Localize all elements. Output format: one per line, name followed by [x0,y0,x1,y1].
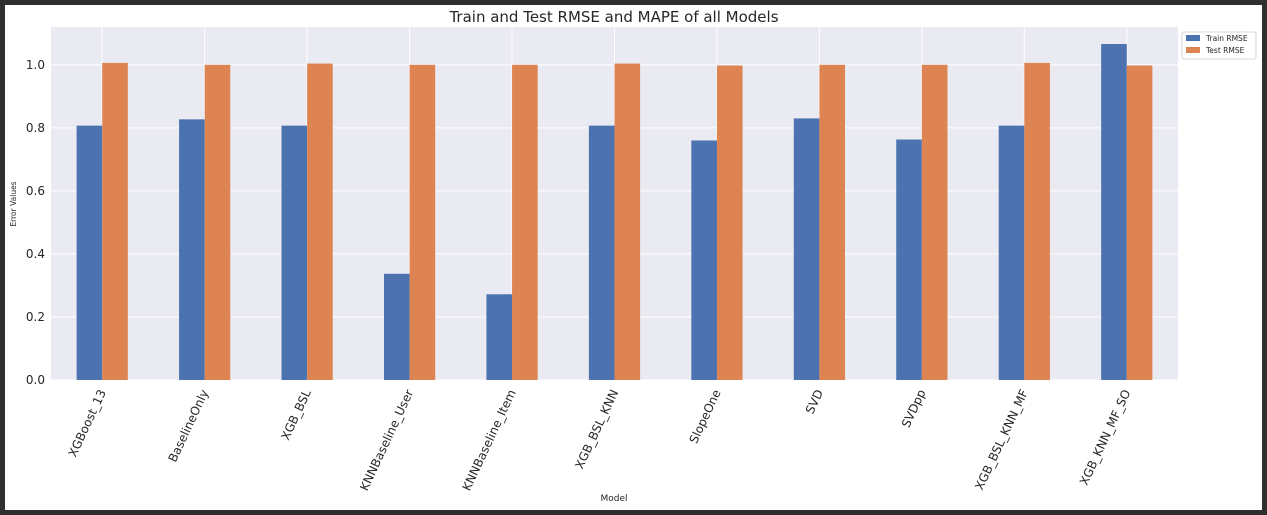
legend-label: Test RMSE [1205,46,1245,55]
x-tick-label: KNNBaseline_Item [460,387,519,493]
x-tick-label: XGBoost_13 [66,387,109,459]
bar-test-rmse [307,63,333,380]
x-tick-label: XGB_BSL_KNN_MF [972,387,1031,492]
bar-test-rmse [1024,62,1050,380]
bar-test-rmse [819,64,846,381]
x-tick-label: XGB_KNN_MF_SO [1077,387,1134,487]
bar-test-rmse [512,64,538,381]
bar-test-rmse [921,64,948,381]
bar-train-rmse [691,140,717,380]
bars [76,44,1153,381]
legend-label: Train RMSE [1205,34,1248,43]
y-tick-label: 0.6 [26,184,45,198]
bar-train-rmse [998,125,1025,380]
y-tick-label: 1.0 [26,58,45,72]
bar-train-rmse [76,125,103,380]
bar-test-rmse [204,64,231,381]
x-tick-label: XGB_BSL_KNN [572,387,621,471]
bar-train-rmse [1101,44,1127,380]
chart-title: Train and Test RMSE and MAPE of all Mode… [448,8,778,26]
x-tick-label: XGB_BSL [278,387,314,442]
y-tick-label: 0.0 [26,373,45,387]
x-tick-label: BaselineOnly [166,387,212,464]
x-axis-label: Model [600,494,627,504]
legend-box [1181,31,1257,60]
x-tick-label: SlopeOne [687,387,724,445]
bar-train-rmse [896,139,922,380]
bar-test-rmse [614,63,641,380]
chart: Train and Test RMSE and MAPE of all Mode… [9,8,1257,504]
x-tick-label: SVDpp [899,387,929,429]
y-axis-label: Error Values [9,181,18,226]
legend-swatch [1186,47,1200,53]
bar-train-rmse [383,273,410,380]
bar-train-rmse [588,125,615,380]
bar-test-rmse [102,62,128,380]
legend-swatch [1186,35,1200,41]
bar-train-rmse [281,125,308,380]
bar-test-rmse [409,64,436,381]
bar-train-rmse [179,119,205,380]
y-tick-label: 0.4 [26,247,45,261]
x-tick-label: SVD [803,387,826,416]
bar-test-rmse [716,65,743,380]
bar-train-rmse [793,118,820,380]
x-tick-label: KNNBaseline_User [357,387,416,493]
bar-train-rmse [486,294,513,380]
x-axis-ticks: XGBoost_13 BaselineOnly XGB_BSL KNNBaseline… [66,387,1134,493]
bar-test-rmse [1126,65,1153,380]
y-axis-ticks: 0.0 0.2 0.4 0.6 0.8 1.0 [26,58,45,387]
y-tick-label: 0.8 [26,121,45,135]
legend: Train RMSE Test RMSE [1181,31,1257,60]
chart-frame: Train and Test RMSE and MAPE of all Mode… [5,5,1262,510]
y-tick-label: 0.2 [26,310,45,324]
